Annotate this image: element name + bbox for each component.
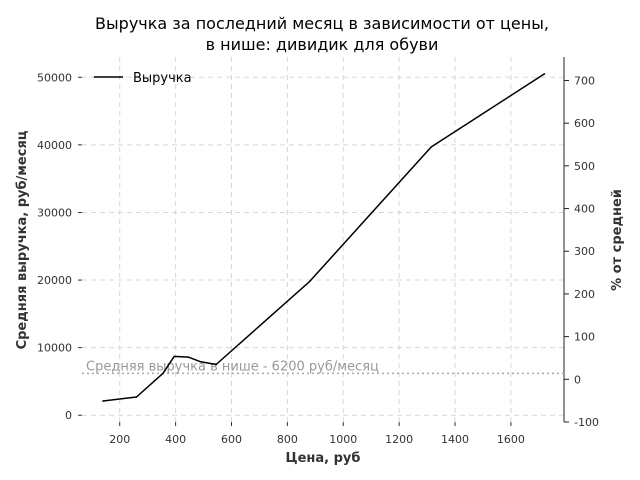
y2-tick-label: 500 xyxy=(574,160,595,173)
data-point xyxy=(308,280,311,283)
x-tick-label: 800 xyxy=(277,433,298,446)
reference-line-group: Средняя выручка в нише - 6200 руб/месяц xyxy=(82,359,564,374)
y-tick-label: 20000 xyxy=(37,274,72,287)
y2-tick-label: -100 xyxy=(574,416,599,429)
y-axis-label: Средняя выручка, руб/месяц xyxy=(15,130,30,349)
axes: 200 400 600 800 1000 1200 1400 1600010000200003… xyxy=(37,57,599,446)
series-line-revenue xyxy=(102,73,545,402)
x-tick-label: 200 xyxy=(109,433,130,446)
y-tick-label: 30000 xyxy=(37,206,72,219)
y2-tick-label: 700 xyxy=(574,74,595,87)
data-point xyxy=(162,372,164,375)
x-tick-label: 600 xyxy=(221,433,242,446)
y2-tick-label: 100 xyxy=(574,331,595,344)
y2-tick-label: 200 xyxy=(574,288,595,301)
chart-title-line-2: в нише: дивидик для обуви xyxy=(206,35,439,54)
data-point xyxy=(173,355,176,358)
average-reference-label: Средняя выручка в нише - 6200 руб/месяц xyxy=(86,359,379,374)
data-point xyxy=(215,363,217,366)
x-tick-label: 400 xyxy=(165,433,186,446)
x-tick-label: 1600 xyxy=(497,433,525,446)
data-point xyxy=(199,361,202,363)
grid xyxy=(82,57,564,422)
data-point xyxy=(187,356,189,358)
x-tick-label: 1000 xyxy=(329,433,357,446)
data-point xyxy=(430,146,433,148)
y2-tick-label: 600 xyxy=(574,117,595,130)
data-point xyxy=(135,396,138,398)
y2-tick-label: 300 xyxy=(574,245,595,258)
y-tick-label: 10000 xyxy=(37,342,72,355)
x-tick-label: 1400 xyxy=(441,433,469,446)
chart-title-line-1: Выручка за последний месяц в зависимости… xyxy=(95,14,549,33)
legend-label: Выручка xyxy=(133,71,192,86)
y2-tick-label: 0 xyxy=(574,373,581,386)
legend: Выручка xyxy=(94,71,192,86)
y-tick-label: 50000 xyxy=(37,71,72,84)
x-tick-label: 1200 xyxy=(385,433,413,446)
plot-area xyxy=(102,73,546,402)
data-point xyxy=(543,73,546,75)
x-axis-label: Цена, руб xyxy=(286,451,361,466)
y2-axis-label: % от средней xyxy=(610,189,625,291)
data-point xyxy=(102,400,104,402)
y-tick-label: 40000 xyxy=(37,139,72,152)
y2-tick-label: 400 xyxy=(574,203,595,216)
y-tick-label: 0 xyxy=(65,409,72,422)
